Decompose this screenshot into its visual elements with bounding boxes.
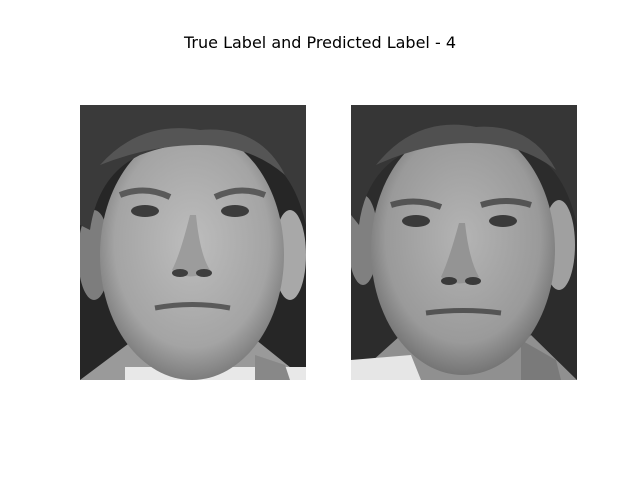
true-face-image xyxy=(80,105,306,380)
predicted-face-image xyxy=(351,105,577,380)
figure-title: True Label and Predicted Label - 4 xyxy=(184,33,456,52)
